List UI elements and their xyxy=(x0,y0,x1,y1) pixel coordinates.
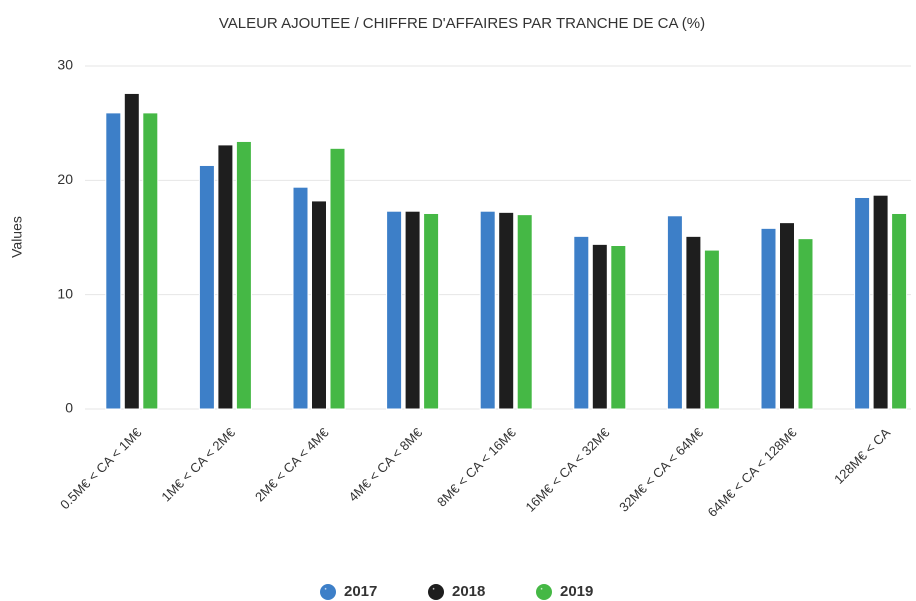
y-tick-label: 10 xyxy=(57,285,73,301)
bar xyxy=(610,245,627,410)
bar xyxy=(423,212,440,410)
bar xyxy=(217,144,234,410)
x-tick-label: 8M€ < CA < 16M€ xyxy=(434,424,519,509)
bar xyxy=(329,147,346,410)
y-tick-label: 20 xyxy=(57,171,73,187)
x-tick-label: 4M€ < CA < 8M€ xyxy=(346,424,426,504)
legend-marker xyxy=(536,584,552,600)
bar xyxy=(854,196,871,410)
bar xyxy=(891,212,908,410)
y-tick-label: 0 xyxy=(65,400,73,416)
legend-marker xyxy=(428,584,444,600)
legend-marker xyxy=(320,584,336,600)
x-tick-label: 64M€ < CA < 128M€ xyxy=(705,424,800,519)
chart-title: VALEUR AJOUTEE / CHIFFRE D'AFFAIRES PAR … xyxy=(219,15,705,32)
bar xyxy=(685,235,702,410)
bar xyxy=(760,227,777,410)
y-axis-label: Values xyxy=(9,216,25,258)
legend-label: 2017 xyxy=(344,583,377,600)
bar xyxy=(311,200,327,410)
bar xyxy=(666,215,683,410)
legend-label: 2019 xyxy=(560,583,593,600)
x-tick-label: 128M€ < CA xyxy=(831,425,893,487)
bar xyxy=(105,112,122,410)
bar xyxy=(292,186,309,410)
bar xyxy=(516,214,533,410)
bar xyxy=(703,249,720,410)
x-tick-label: 1M€ < CA < 2M€ xyxy=(158,424,238,504)
bar xyxy=(591,243,608,410)
bar xyxy=(123,92,140,410)
bar xyxy=(498,211,515,410)
bar xyxy=(573,235,590,410)
bar xyxy=(779,222,795,410)
bar xyxy=(797,238,814,410)
bar xyxy=(872,194,889,410)
x-tick-label: 32M€ < CA < 64M€ xyxy=(616,424,706,514)
x-tick-label: 16M€ < CA < 32M€ xyxy=(523,424,613,514)
bar xyxy=(198,164,215,410)
bar xyxy=(235,140,252,410)
bar xyxy=(386,210,403,410)
x-tick-label: 0.5M€ < CA < 1M€ xyxy=(57,424,145,512)
bar xyxy=(142,112,159,410)
bar xyxy=(404,210,421,410)
legend-label: 2018 xyxy=(452,583,485,600)
x-tick-label: 2M€ < CA < 4M€ xyxy=(252,424,332,504)
y-tick-label: 30 xyxy=(57,57,73,73)
bar xyxy=(479,210,496,410)
